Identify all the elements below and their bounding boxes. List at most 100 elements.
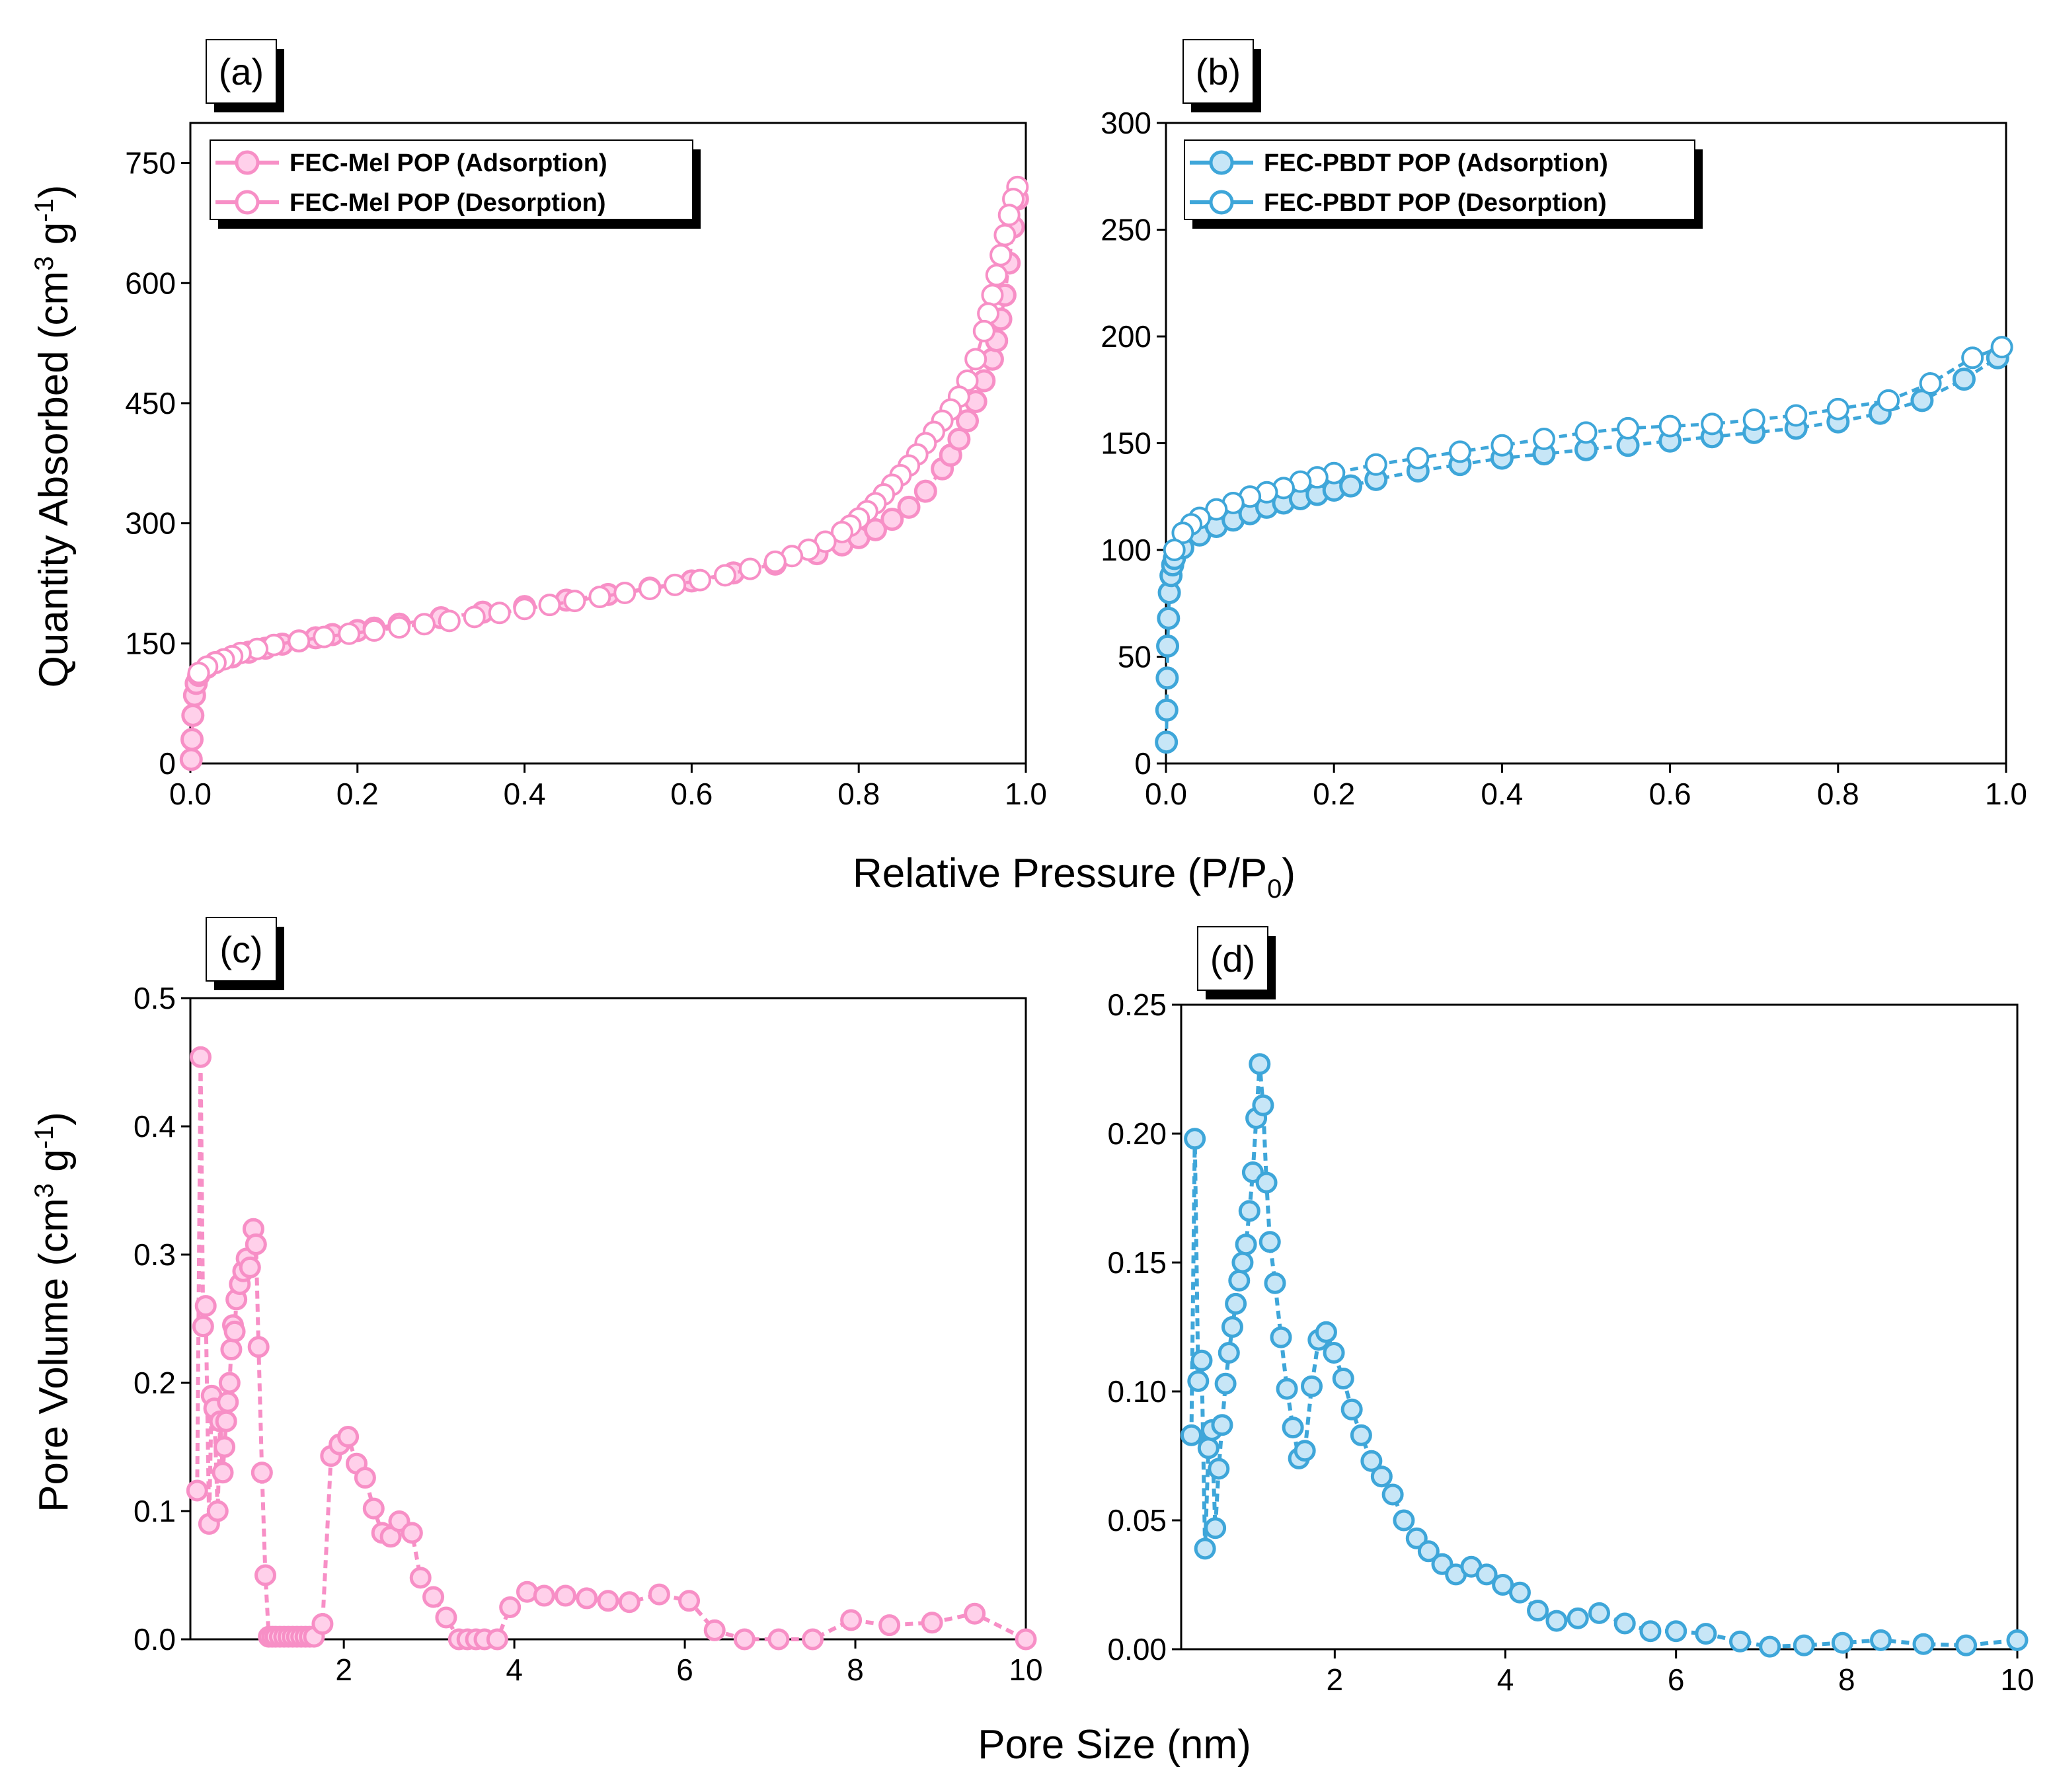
y-tick-label-b: 250 [1101, 213, 1151, 247]
x-tick-label-b: 0.2 [1313, 777, 1355, 811]
data-point-a [538, 594, 561, 617]
data-point-a [288, 629, 311, 652]
panel-b: 0.0 0.2 0.4 0.6 0.8 1.0 0 50 100 150 200 250 300 (b) F… [1101, 39, 2027, 811]
x-tick-label-c: 10 [1009, 1653, 1042, 1687]
y-tick-label-a: 0 [159, 746, 176, 781]
data-point-b [1785, 404, 1808, 427]
data-point-d [1214, 1372, 1237, 1395]
data-point-a [956, 409, 980, 433]
data-point-c [767, 1628, 790, 1651]
panel-label-box-a [206, 39, 277, 104]
panel-label-c: (c) [219, 929, 262, 970]
plot-frame-d [1180, 1003, 2019, 1651]
panel-label-box-d [1197, 926, 1268, 991]
data-point-b [1156, 634, 1180, 658]
data-point-c [678, 1590, 701, 1612]
data-point-b [1990, 336, 2013, 359]
data-point-c [337, 1425, 360, 1448]
y-tick-label-d: 0.20 [1107, 1116, 1167, 1151]
data-point-a [179, 748, 203, 771]
data-point-a [187, 662, 210, 685]
data-point-d [1221, 1316, 1243, 1338]
data-point-b [1961, 346, 1984, 370]
data-point-a [363, 619, 386, 642]
data-point-b [1155, 666, 1179, 690]
y-tick-label-b: 0 [1134, 746, 1151, 781]
data-point-c [247, 1336, 270, 1358]
x-tick-label-c: 4 [506, 1653, 523, 1687]
x-tick-label-b: 0.0 [1145, 777, 1187, 811]
data-point-c [212, 1461, 234, 1484]
data-point-a [513, 598, 536, 621]
data-point-a [972, 319, 995, 342]
series-line-c [195, 1057, 1027, 1641]
data-point-b [1826, 397, 1849, 420]
data-point-d [1695, 1623, 1717, 1645]
data-point-c [189, 1046, 212, 1068]
data-point-b [1574, 421, 1598, 444]
data-point-d [1252, 1094, 1274, 1116]
data-point-d [1208, 1458, 1230, 1480]
plot-frame-c [189, 997, 1027, 1641]
x-tick-label-a: 1.0 [1005, 777, 1047, 811]
y-tick-label-b: 100 [1101, 533, 1151, 567]
data-point-a [738, 557, 761, 580]
data-point-d [1405, 1527, 1428, 1549]
panel-a: 0.0 0.2 0.4 0.6 0.8 1.0 0 150 300 450 600 750 (a) FEC… [125, 39, 1047, 811]
panel-label-b: (b) [1196, 51, 1241, 93]
y-tick-label-d: 0.10 [1107, 1374, 1167, 1409]
data-point-d [1187, 1370, 1210, 1392]
data-point-d [1211, 1414, 1233, 1436]
y-tick-label-b: 200 [1101, 319, 1151, 354]
data-point-b [1617, 416, 1640, 440]
data-point-d [1282, 1417, 1304, 1439]
y-tick-label-a: 450 [125, 386, 176, 420]
data-point-d [1417, 1540, 1440, 1563]
data-point-c [223, 1320, 246, 1343]
data-point-a [713, 564, 736, 587]
data-point-d [2006, 1629, 2029, 1651]
data-point-d [1270, 1326, 1292, 1348]
data-point-d [1249, 1053, 1271, 1075]
data-point-b [1155, 730, 1179, 754]
data-point-a [913, 479, 937, 503]
data-point-d [1475, 1563, 1498, 1586]
data-point-c [422, 1586, 445, 1608]
plot-frame-a [189, 122, 1027, 765]
x-tick-label-a: 0.0 [169, 777, 212, 811]
panel-label-box-c [206, 917, 277, 982]
data-point-d [1508, 1581, 1531, 1604]
y-tick-label-c: 0.0 [134, 1622, 176, 1656]
data-point-c [354, 1467, 376, 1489]
data-point-a [181, 703, 205, 727]
legend-marker-a [235, 150, 260, 175]
data-point-a [964, 348, 988, 371]
data-point-d [1204, 1517, 1227, 1539]
data-point-a [438, 609, 461, 633]
data-point-d [1294, 1440, 1316, 1462]
data-point-d [1793, 1634, 1815, 1656]
data-point-c [802, 1628, 824, 1651]
data-point-d [1527, 1600, 1549, 1621]
data-point-b [1157, 606, 1181, 630]
data-point-b [1742, 408, 1765, 431]
x-tick-label-c: 6 [676, 1653, 693, 1687]
data-point-c [213, 1436, 236, 1458]
data-point-c [245, 1233, 267, 1255]
data-point-c [251, 1461, 273, 1484]
data-point-b [1491, 434, 1514, 457]
x-tick-label-a: 0.4 [504, 777, 546, 811]
data-point-c [878, 1614, 901, 1637]
y-tick-label-b: 50 [1118, 640, 1151, 674]
data-point-c [703, 1619, 726, 1641]
data-point-a [993, 223, 1017, 247]
legend-label-a: FEC-Mel POP (Desorption) [290, 189, 606, 217]
data-point-d [1728, 1630, 1751, 1653]
y-tick-label-a: 300 [125, 506, 176, 541]
data-point-b [1448, 440, 1471, 463]
data-point-c [215, 1410, 237, 1432]
data-point-c [192, 1315, 214, 1338]
data-point-c [648, 1583, 670, 1606]
data-point-a [997, 204, 1021, 227]
